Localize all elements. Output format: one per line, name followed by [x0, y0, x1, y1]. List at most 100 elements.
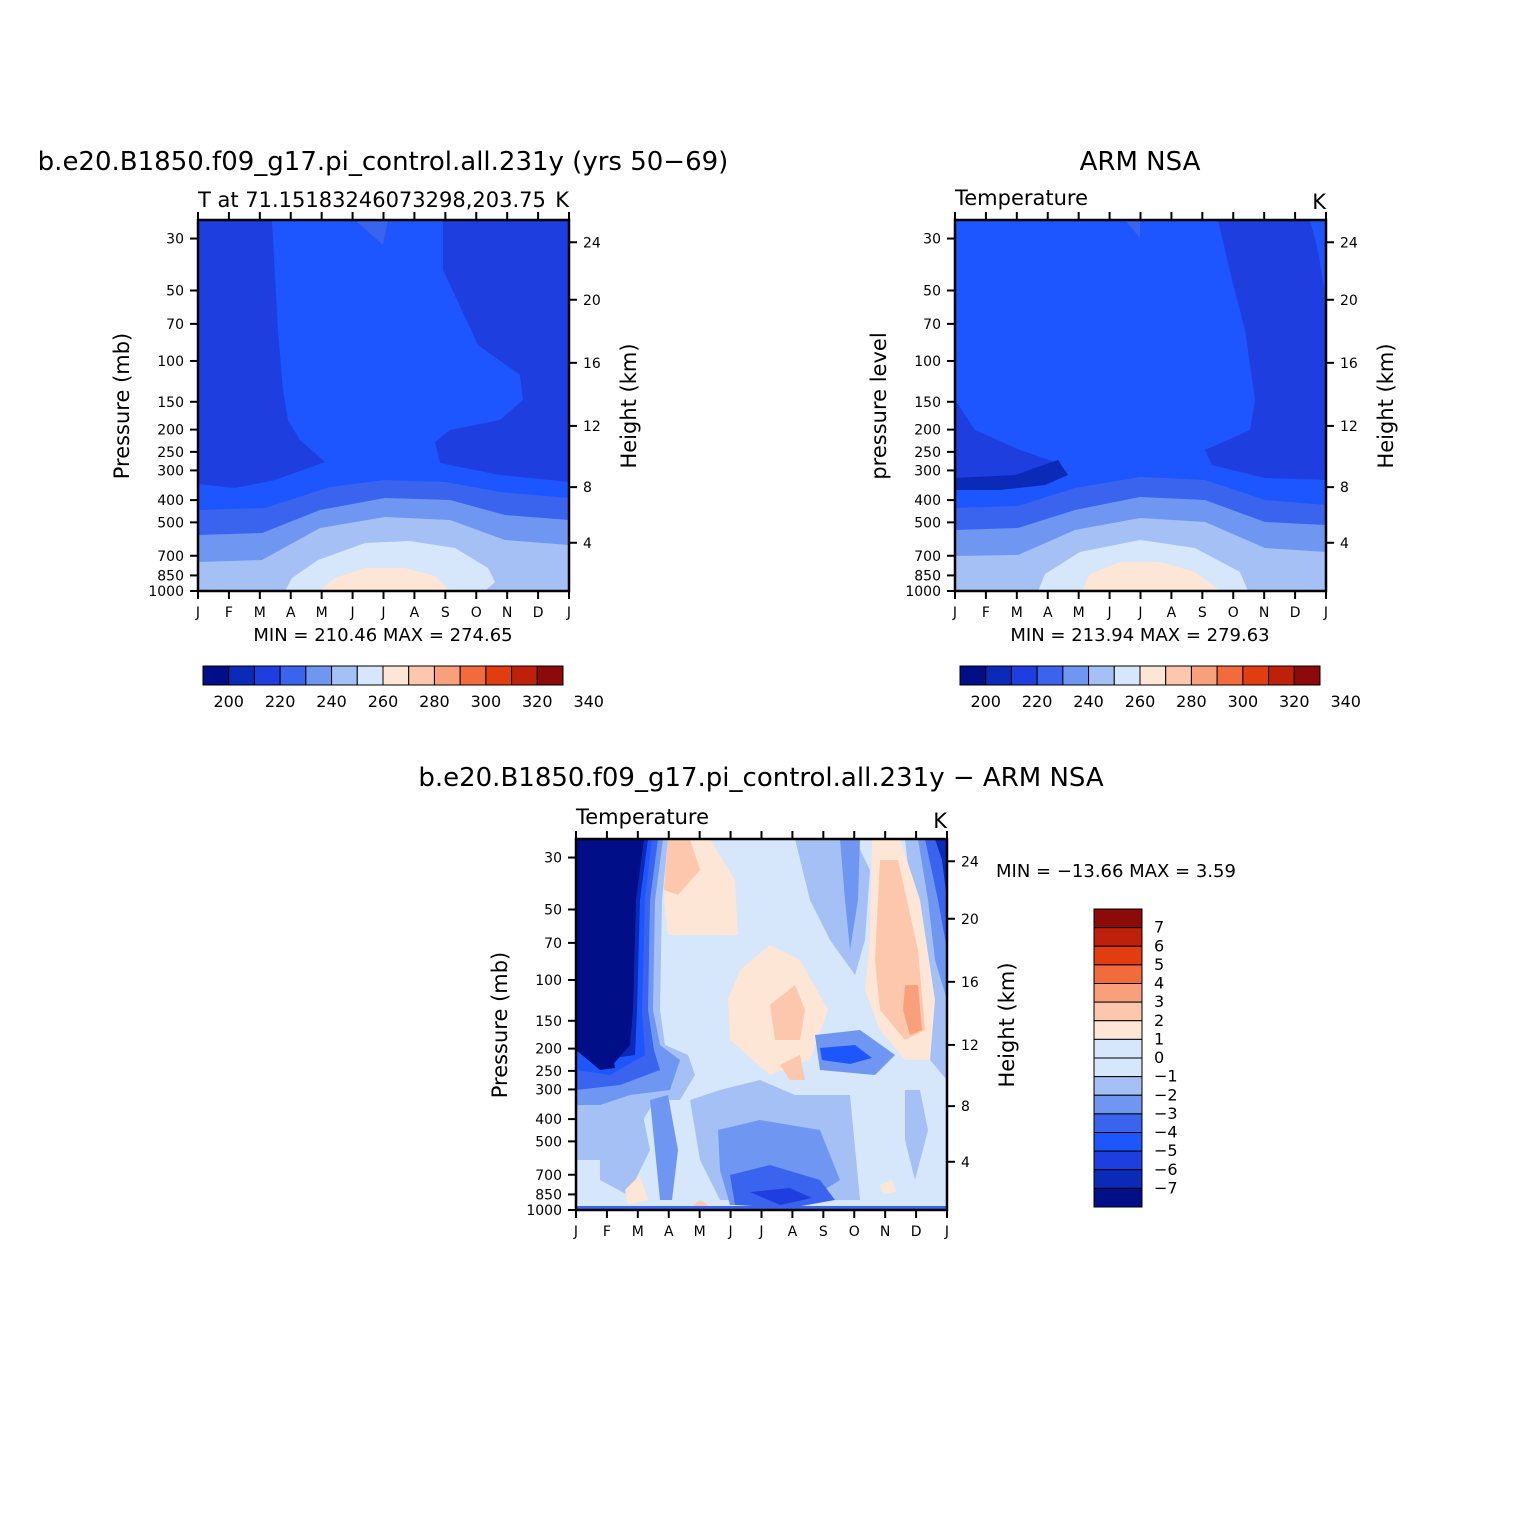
y-tick-label: 400 [914, 493, 941, 509]
min-max-label: MIN = −13.66 MAX = 3.59 [996, 861, 1236, 882]
contour-band [625, 1175, 648, 1205]
x-tick-label: N [880, 1224, 890, 1240]
y-tick-label: 150 [535, 1014, 562, 1030]
colorbar-label: 240 [316, 692, 347, 711]
colorbar-swatch [1093, 1094, 1143, 1115]
y-tick-label: 70 [544, 936, 562, 952]
colorbar-label: 200 [213, 692, 244, 711]
x-tick-label: J [573, 1224, 578, 1240]
colorbar-swatch [1190, 665, 1218, 686]
x-tick-label: J [1107, 605, 1112, 621]
y-tick-label: 100 [914, 354, 941, 370]
x-tick-label: J [1137, 605, 1142, 621]
contour-band [770, 985, 805, 1040]
colorbar-label: 200 [970, 692, 1001, 711]
height-tick-label: 16 [583, 356, 601, 372]
y-tick-label: 400 [535, 1112, 562, 1128]
y-tick-label: 50 [544, 902, 562, 918]
y-axis-label-right: Height (km) [995, 962, 1019, 1087]
contour-band [780, 1055, 805, 1080]
x-tick-label: J [350, 605, 355, 621]
contour-band [650, 1095, 678, 1200]
colorbar-label: 300 [1228, 692, 1259, 711]
colorbar-label: 4 [1154, 974, 1164, 993]
colorbar-swatch [433, 665, 461, 686]
y-tick-label: 300 [914, 463, 941, 479]
colorbar-swatch [382, 665, 410, 686]
colorbar-label: 3 [1154, 992, 1164, 1011]
panel-obs: ARM NSA Temperature K J F M A M J J A S O N D J 30 50 7… [867, 147, 1398, 711]
colorbar-label: −5 [1154, 1141, 1178, 1160]
y-tick-label: 500 [157, 515, 184, 531]
x-tick-label: A [286, 605, 296, 621]
y-tick-label: 700 [535, 1168, 562, 1184]
min-max-label: MIN = 210.46 MAX = 274.65 [253, 625, 512, 646]
x-tick-label: M [254, 605, 266, 621]
x-tick-label: F [225, 605, 233, 621]
y-axis-label-left: Pressure (mb) [110, 333, 134, 480]
height-tick-label: 8 [961, 1099, 970, 1115]
y-tick-label: 1000 [526, 1203, 562, 1219]
height-tick-label: 20 [583, 293, 601, 309]
x-tick-label: O [849, 1224, 860, 1240]
x-tick-label: A [664, 1224, 674, 1240]
x-tick-label: F [603, 1224, 611, 1240]
colorbar-swatch [305, 665, 333, 686]
height-tick-label: 16 [961, 975, 979, 991]
y-axis-label-left: Pressure (mb) [488, 952, 512, 1099]
contour-band [880, 1180, 896, 1194]
y-tick-label: 1000 [905, 584, 941, 600]
colorbar-label: 5 [1154, 955, 1164, 974]
colorbar-label: 6 [1154, 936, 1164, 955]
y-axis-label-right: Height (km) [617, 343, 641, 468]
min-max-label: MIN = 213.94 MAX = 279.63 [1010, 625, 1269, 646]
height-tick-label: 16 [1340, 356, 1358, 372]
colorbar-swatch [1093, 1113, 1143, 1133]
y-tick-label: 30 [544, 851, 562, 867]
colorbar-swatch [1165, 665, 1192, 686]
colorbar-label: 280 [419, 692, 450, 711]
x-tick-label: N [1259, 605, 1269, 621]
panel-subtitle: T at 71.15183246073298,203.75 [197, 188, 546, 212]
colorbar-swatch [1093, 1132, 1143, 1152]
y-axis-label-right: Height (km) [1374, 343, 1398, 468]
y-tick-label: 250 [535, 1064, 562, 1080]
height-tick-label: 4 [583, 536, 592, 552]
colorbar-swatch [1062, 665, 1090, 686]
contour-band [935, 839, 947, 900]
axes: J F M A M J J A S O N D J 30 50 70 100 150 200 250 300 400 500… [905, 212, 1358, 621]
height-tick-label: 20 [1340, 293, 1358, 309]
y-tick-label: 700 [157, 549, 184, 565]
colorbar-swatch [1088, 665, 1115, 686]
colorbar-label: 7 [1154, 918, 1164, 937]
x-tick-label: F [982, 605, 990, 621]
panel-title: b.e20.B1850.f09_g17.pi_control.all.231y … [38, 147, 729, 177]
x-tick-label: A [410, 605, 420, 621]
colorbar-label: 1 [1154, 1029, 1164, 1048]
colorbar-swatch [1093, 1057, 1143, 1078]
colorbar-swatch [202, 665, 230, 686]
colorbar: 200 220 240 260 280 300 320 340 [959, 665, 1361, 711]
colorbar-swatch [1036, 665, 1064, 686]
contour-field [576, 839, 947, 1210]
height-tick-label: 24 [583, 235, 601, 251]
height-tick-label: 12 [1340, 419, 1358, 435]
height-tick-label: 24 [1340, 235, 1358, 251]
contour-band [955, 460, 1068, 490]
colorbar-swatch [228, 665, 255, 686]
colorbar-label: 280 [1176, 692, 1207, 711]
colorbar-swatch [1093, 1076, 1143, 1096]
panel-subtitle: Temperature [575, 805, 709, 829]
y-tick-label: 400 [157, 493, 184, 509]
y-tick-label: 850 [535, 1187, 562, 1203]
y-tick-label: 30 [923, 232, 941, 248]
colorbar-swatch [408, 665, 435, 686]
colorbar-swatch [959, 665, 987, 686]
x-tick-label: S [819, 1224, 828, 1240]
axes: J F M A M J J A S O N D J 30 50 70 100 150 200 250 300 400 500… [526, 831, 979, 1240]
y-tick-label: 70 [166, 317, 184, 333]
height-tick-label: 4 [961, 1155, 970, 1171]
colorbar-swatch [1010, 665, 1038, 686]
contour-band [1310, 220, 1326, 300]
